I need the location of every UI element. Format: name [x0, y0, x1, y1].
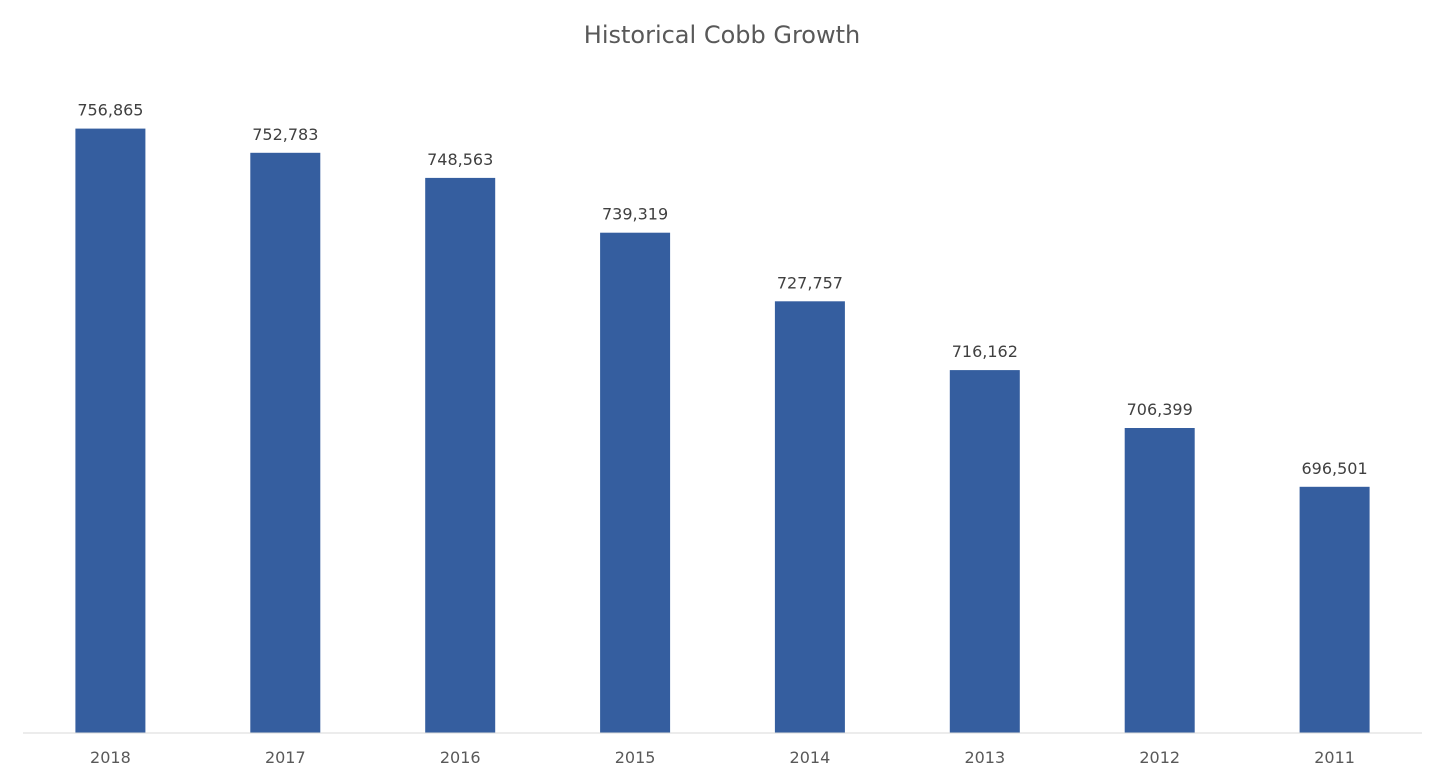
- x-tick-labels-layer: 2018 2017 2016 2015 2014 2013 2012 2011: [90, 748, 1355, 767]
- x-tick-label-2011: 2011: [1314, 748, 1355, 767]
- data-label-2011: 696,501: [1302, 459, 1368, 478]
- bar-2015: [600, 232, 671, 733]
- data-labels-layer: 756,865 752,783 748,563 739,319 727,757 716,1…: [77, 101, 1367, 478]
- bar-2011: [1299, 486, 1370, 733]
- x-tick-label-2018: 2018: [90, 748, 131, 767]
- data-label-2013: 716,162: [952, 342, 1018, 361]
- bar-2017: [250, 152, 321, 734]
- data-label-2018: 756,865: [77, 101, 143, 120]
- x-tick-label-2016: 2016: [440, 748, 481, 767]
- bar-2016: [425, 177, 496, 733]
- data-label-2017: 752,783: [252, 125, 318, 144]
- data-label-2015: 739,319: [602, 205, 668, 224]
- x-tick-label-2017: 2017: [265, 748, 306, 767]
- bar-2014: [774, 301, 845, 733]
- chart-title: Historical Cobb Growth: [584, 21, 860, 49]
- x-tick-label-2014: 2014: [790, 748, 831, 767]
- data-label-2016: 748,563: [427, 150, 493, 169]
- bar-2013: [949, 370, 1020, 733]
- data-label-2014: 727,757: [777, 273, 843, 292]
- bar-2018: [75, 128, 146, 734]
- bars-layer: [75, 128, 1370, 734]
- x-tick-label-2013: 2013: [964, 748, 1005, 767]
- bar-2012: [1124, 428, 1195, 733]
- x-tick-label-2012: 2012: [1139, 748, 1180, 767]
- data-label-2012: 706,399: [1127, 400, 1193, 419]
- x-tick-label-2015: 2015: [615, 748, 656, 767]
